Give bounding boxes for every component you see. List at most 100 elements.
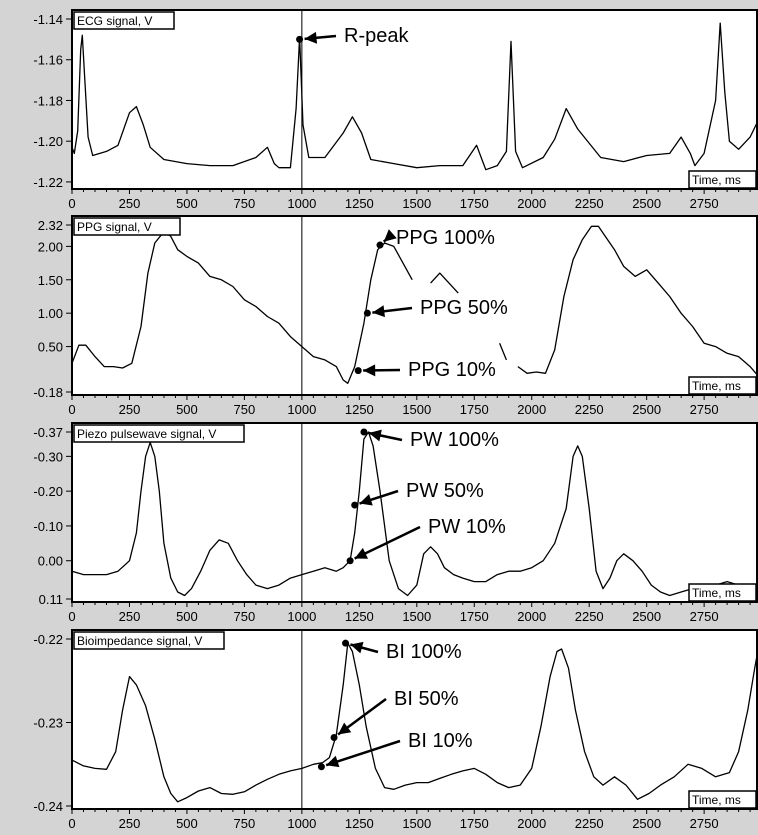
x-tick-label: 2000 [517,816,546,831]
annotation-arrowhead [359,494,373,506]
annotation-label: PPG 50% [420,297,508,319]
x-tick-label: 2500 [632,196,661,211]
panel-title-text: PPG signal, V [77,220,152,234]
y-tick-label: -0.20 [33,484,63,499]
marker-point [360,428,368,436]
x-tick-label: 750 [234,816,256,831]
marker-point [363,309,371,317]
panel-2: 0 250 500 750 1000 1250 1500 1750 2000 2250 2500 27… [33,215,758,417]
y-tick-label: -1.14 [33,12,63,27]
x-tick-label: 1000 [287,609,316,624]
panel-4: 0 250 500 750 1000 1250 1500 1750 2000 2250 2500 27… [33,629,758,831]
annotation-arrowhead [368,429,382,442]
annotation-label: PW 100% [410,429,499,451]
y-tick-label: 0.11 [39,592,63,607]
marker-point [317,763,325,771]
y-tick-label: -1.20 [33,134,63,149]
x-tick-label: 0 [68,196,75,211]
y-tick-label: -0.18 [33,385,63,400]
y-tick-label: -1.16 [33,53,63,68]
marker-point [296,35,304,43]
panel-3: 0 250 500 750 1000 1250 1500 1750 2000 2250 2500 27… [33,422,758,624]
x-tick-label: 2750 [690,609,719,624]
annotation-label: PW 50% [406,480,484,502]
x-tick-label: 500 [176,816,198,831]
annotation-arrowhead [363,364,376,377]
y-tick-label: -0.10 [33,519,63,534]
x-tick-label: 1500 [402,816,431,831]
y-tick-label: -0.24 [33,799,63,814]
x-tick-label: 1000 [287,402,316,417]
panel-title-box [73,631,225,650]
x-axis-label-text: Time, ms [692,173,741,187]
x-tick-label: 750 [234,196,256,211]
y-tick-label: -0.22 [33,632,63,647]
x-axis-label-box [688,583,757,602]
x-axis-label-text: Time, ms [692,379,741,393]
x-tick-label: 2500 [632,816,661,831]
panel-title: ECG signal, V [73,11,175,30]
x-tick-label: 1250 [345,196,374,211]
x-tick-label: 2250 [575,402,604,417]
x-axis-label: Time, ms [688,790,757,809]
x-tick-label: 1000 [287,816,316,831]
x-tick-label: 1250 [345,816,374,831]
x-tick-label: 2250 [575,609,604,624]
marker-point [346,557,354,565]
annotation-label: PPG 10% [408,359,496,381]
y-tick-label: 0.00 [38,554,63,569]
annotation-arrowhead [338,722,352,735]
annotation-label: BI 50% [394,688,459,710]
annotation-arrowhead [372,305,385,318]
x-tick-label: 0 [68,402,75,417]
x-tick-label: 750 [234,402,256,417]
x-axis-label-box [688,376,757,395]
x-tick-label: 1500 [402,609,431,624]
annotation-arrow [325,739,401,767]
panels: 0 250 500 750 1000 1250 1500 1750 2000 2250 2500 27… [33,9,758,831]
x-tick-label: 2000 [517,402,546,417]
x-tick-label: 250 [119,816,141,831]
panel-title-text: Bioimpedance signal, V [77,634,202,648]
annotation-arrow [354,525,421,560]
y-tick-label: 2.32 [38,218,63,233]
marker-point [330,734,338,742]
panel-title-box [73,424,245,443]
x-axis-label: Time, ms [688,583,757,602]
marker-point [351,501,359,509]
x-tick-label: 500 [176,196,198,211]
y-tick-label: -0.23 [33,716,63,731]
panel-title: Bioimpedance signal, V [73,631,225,650]
marker-point [376,241,384,249]
x-tick-label: 1750 [460,609,489,624]
x-axis-label-box [688,790,757,809]
x-tick-label: 2500 [632,402,661,417]
x-tick-label: 0 [68,816,75,831]
x-tick-label: 1500 [402,402,431,417]
y-tick-label: -0.37 [33,425,63,440]
x-tick-label: 2000 [517,196,546,211]
x-tick-label: 750 [234,609,256,624]
y-tick-label: -0.30 [33,449,63,464]
x-axis-label-box [688,170,757,189]
x-tick-label: 2000 [517,609,546,624]
y-tick-label: 0.50 [38,340,63,355]
x-tick-label: 250 [119,402,141,417]
x-axis-label: Time, ms [688,170,757,189]
annotation-arrowhead [354,547,369,559]
series-line-1 [71,642,758,803]
y-tick-label: 2.00 [38,239,63,254]
x-tick-label: 1750 [460,816,489,831]
x-tick-label: 2250 [575,816,604,831]
x-tick-label: 1750 [460,196,489,211]
annotation-label: BI 100% [386,641,462,663]
x-axis-label-text: Time, ms [692,586,741,600]
annotation-arrowhead [326,755,340,768]
x-tick-label: 1250 [345,402,374,417]
annotation-arrowhead [304,31,318,44]
x-tick-label: 1000 [287,196,316,211]
annotation-label: BI 10% [408,730,473,752]
x-tick-label: 2750 [690,196,719,211]
annotation-arrowhead [383,229,397,242]
